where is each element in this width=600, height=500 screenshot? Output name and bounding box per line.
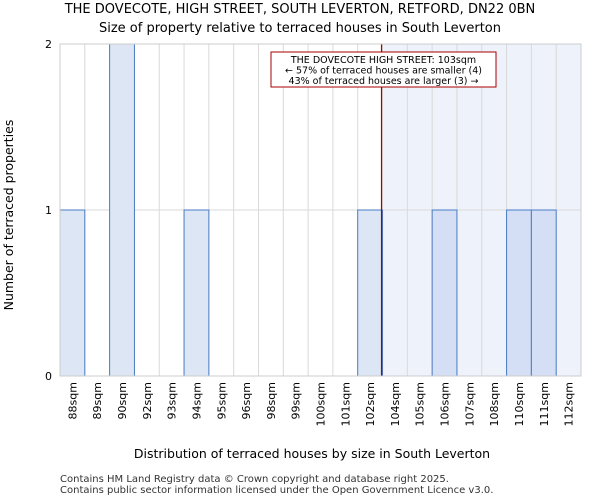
x-tick-label: 106sqm xyxy=(439,382,452,426)
x-tick-label: 110sqm xyxy=(513,382,526,426)
x-tick-label: 104sqm xyxy=(389,382,402,426)
plot-frame xyxy=(59,43,582,377)
bar-110sqm xyxy=(506,209,532,377)
x-tick-label: 92sqm xyxy=(141,382,154,419)
x-tick-label: 96sqm xyxy=(240,382,253,419)
y-tick-label: 1 xyxy=(45,204,52,217)
x-tick-label: 93sqm xyxy=(166,382,179,419)
x-tick-label: 89sqm xyxy=(91,382,104,419)
bar-88sqm xyxy=(59,209,86,377)
bar-90sqm xyxy=(109,43,135,377)
x-tick-label: 88sqm xyxy=(66,382,79,419)
annotation-box xyxy=(270,51,497,88)
bar-111sqm xyxy=(530,209,557,377)
annotation-line: THE DOVECOTE HIGH STREET: 103sqm xyxy=(290,55,476,66)
x-tick-label: 102sqm xyxy=(364,382,377,426)
y-axis-label: Number of terraced properties xyxy=(1,120,16,311)
y-tick-label: 2 xyxy=(45,38,52,51)
annotation-line: ← 57% of terraced houses are smaller (4) xyxy=(285,66,482,77)
x-tick-label: 95sqm xyxy=(215,382,228,419)
x-tick-label: 94sqm xyxy=(190,382,203,419)
footer-licence: Contains public sector information licen… xyxy=(60,485,494,496)
chart-subtitle: Size of property relative to terraced ho… xyxy=(99,21,501,36)
x-tick-label: 107sqm xyxy=(463,382,476,426)
y-tick-label: 0 xyxy=(45,370,52,383)
x-tick-label: 100sqm xyxy=(315,382,328,426)
bar-106sqm xyxy=(431,209,458,377)
bar-94sqm xyxy=(183,209,210,377)
x-tick-label: 108sqm xyxy=(488,382,501,426)
x-tick-label: 101sqm xyxy=(339,382,352,426)
x-tick-label: 105sqm xyxy=(414,382,427,426)
x-tick-label: 111sqm xyxy=(538,382,551,426)
annotation-line: 43% of terraced houses are larger (3) → xyxy=(289,76,479,87)
x-tick-label: 99sqm xyxy=(290,382,303,419)
x-axis-label: Distribution of terraced houses by size … xyxy=(134,446,490,461)
x-tick-label: 112sqm xyxy=(563,382,576,426)
x-tick-label: 90sqm xyxy=(116,382,129,419)
chart-title: THE DOVECOTE, HIGH STREET, SOUTH LEVERTO… xyxy=(64,2,536,17)
bar-102sqm xyxy=(357,209,384,377)
x-tick-label: 98sqm xyxy=(265,382,278,419)
footer-copyright: Contains HM Land Registry data © Crown c… xyxy=(60,474,449,485)
